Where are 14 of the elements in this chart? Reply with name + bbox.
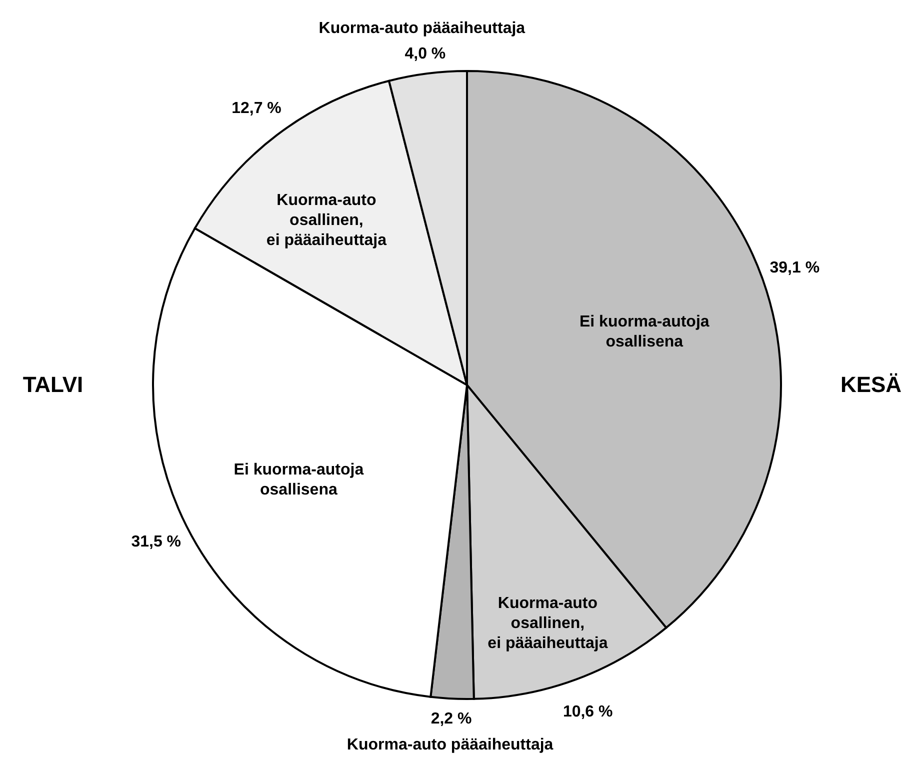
slice-label: Ei kuorma-autoja osallisena bbox=[234, 462, 364, 499]
data-label: 39,1 % bbox=[770, 260, 820, 277]
data-label: 2,2 % bbox=[430, 710, 472, 728]
text: TALVI bbox=[22, 372, 84, 397]
data-label: 4,0 % bbox=[404, 46, 446, 63]
slice-label: Kuorma-auto pääaiheuttaja bbox=[346, 736, 554, 754]
data-label: 31,5 % bbox=[131, 533, 182, 550]
slice-label: Kuorma-auto pääaiheuttaja bbox=[318, 20, 526, 37]
slice-label: Ei kuorma-autoja osallisena bbox=[579, 314, 710, 351]
slice-label: Kuorma-auto osallinen, ei pääaiheuttaja bbox=[266, 192, 387, 249]
slice-label: Kuorma-auto osallinen, ei pääaiheuttaja bbox=[488, 594, 608, 652]
text: KESÄ bbox=[840, 372, 902, 397]
data-label: 12,7 % bbox=[232, 100, 282, 117]
data-label: 10,6 % bbox=[562, 703, 613, 720]
